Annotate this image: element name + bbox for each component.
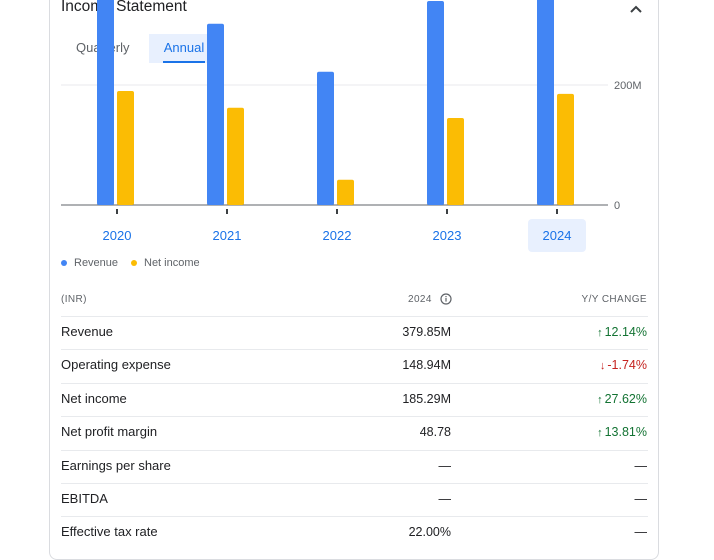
row-value: —	[438, 492, 452, 506]
revenue-legend-dot	[61, 260, 67, 266]
arrow-down-icon: ↓	[599, 360, 606, 373]
row-label: Operating expense	[61, 357, 171, 373]
row-divider	[61, 349, 648, 351]
revenue-bar[interactable]	[317, 71, 334, 205]
x-tick-label-2021[interactable]: 2021	[212, 228, 242, 243]
x-tick-mark	[556, 209, 558, 214]
revenue-bar[interactable]	[537, 0, 554, 205]
y-tick-label: 200M	[614, 80, 642, 92]
x-tick-label-2020[interactable]: 2020	[102, 228, 132, 243]
row-label: Effective tax rate	[61, 524, 158, 540]
row-change: —	[635, 459, 648, 473]
row-change-value: 27.62%	[604, 391, 647, 406]
row-change: ↑ 12.14%	[597, 325, 647, 339]
row-label: Net profit margin	[61, 424, 158, 440]
row-divider	[61, 516, 648, 518]
x-tick-mark	[116, 209, 118, 214]
row-change: ↓ -1.74%	[600, 358, 647, 372]
legend-revenue-label: Revenue	[74, 257, 119, 269]
row-change-value: 13.81%	[604, 425, 647, 440]
x-tick-mark	[446, 209, 448, 214]
selected-year-highlight	[528, 219, 586, 252]
x-tick-mark	[336, 209, 338, 214]
revenue-bar[interactable]	[427, 1, 444, 205]
row-value: 48.78	[419, 425, 451, 440]
row-change: ↑ 27.62%	[597, 392, 647, 406]
table-header-period: 2024	[408, 294, 432, 305]
section-title: Income Statement	[61, 0, 187, 15]
row-divider	[61, 316, 648, 317]
net-income-bar[interactable]	[117, 91, 134, 205]
chevron-up-icon	[630, 5, 642, 13]
row-value: 148.94M	[402, 358, 451, 373]
row-change-value: —	[634, 492, 648, 506]
row-divider	[61, 416, 648, 418]
row-divider	[61, 449, 648, 451]
row-divider	[61, 483, 648, 484]
info-icon[interactable]	[440, 293, 452, 305]
row-label: Revenue	[61, 324, 114, 339]
tab-annual-underline	[163, 61, 205, 63]
row-change-value: —	[634, 458, 648, 473]
row-change: —	[635, 525, 648, 539]
x-tick-mark	[226, 209, 228, 214]
legend-net-income-label: Net income	[144, 257, 200, 269]
bar-chart: 400M200M0	[61, 0, 642, 214]
row-change: ↑ 13.81%	[597, 425, 647, 439]
revenue-bar[interactable]	[207, 23, 224, 205]
row-label: Earnings per share	[61, 457, 171, 473]
net-income-legend-dot	[131, 260, 137, 266]
row-value: —	[438, 458, 452, 473]
x-tick-label-2023[interactable]: 2023	[432, 228, 462, 243]
table-header-currency: (INR)	[61, 294, 87, 305]
row-change-value: 12.14%	[604, 325, 647, 339]
row-change-value: —	[634, 525, 648, 540]
net-income-bar[interactable]	[227, 107, 244, 205]
arrow-up-icon: ↑	[597, 393, 603, 406]
arrow-up-icon: ↑	[597, 427, 603, 440]
row-change-value: -1.74%	[607, 358, 647, 373]
x-tick-label-2024[interactable]: 2024	[542, 228, 572, 243]
row-divider	[61, 382, 648, 384]
collapse-button[interactable]	[626, 0, 646, 18]
arrow-up-icon: ↑	[597, 327, 603, 339]
row-value: 22.00%	[408, 525, 451, 540]
x-tick-label-2022[interactable]: 2022	[322, 228, 352, 243]
row-label: Net income	[61, 390, 127, 406]
row-value: 185.29M	[402, 391, 451, 406]
net-income-bar[interactable]	[447, 118, 464, 205]
legend-revenue: Revenue	[61, 257, 118, 269]
net-income-bar[interactable]	[337, 179, 354, 205]
y-tick-label: 0	[614, 200, 620, 212]
net-income-bar[interactable]	[557, 93, 574, 205]
tab-annual-label: Annual	[163, 40, 205, 55]
legend-net-income: Net income	[131, 257, 200, 269]
income-statement-card	[49, 0, 659, 560]
row-change: —	[635, 492, 648, 506]
table-header-change: Y/Y CHANGE	[581, 294, 647, 305]
revenue-bar[interactable]	[97, 0, 114, 205]
row-value: 379.85M	[402, 325, 451, 339]
row-label: EBITDA	[61, 491, 108, 506]
